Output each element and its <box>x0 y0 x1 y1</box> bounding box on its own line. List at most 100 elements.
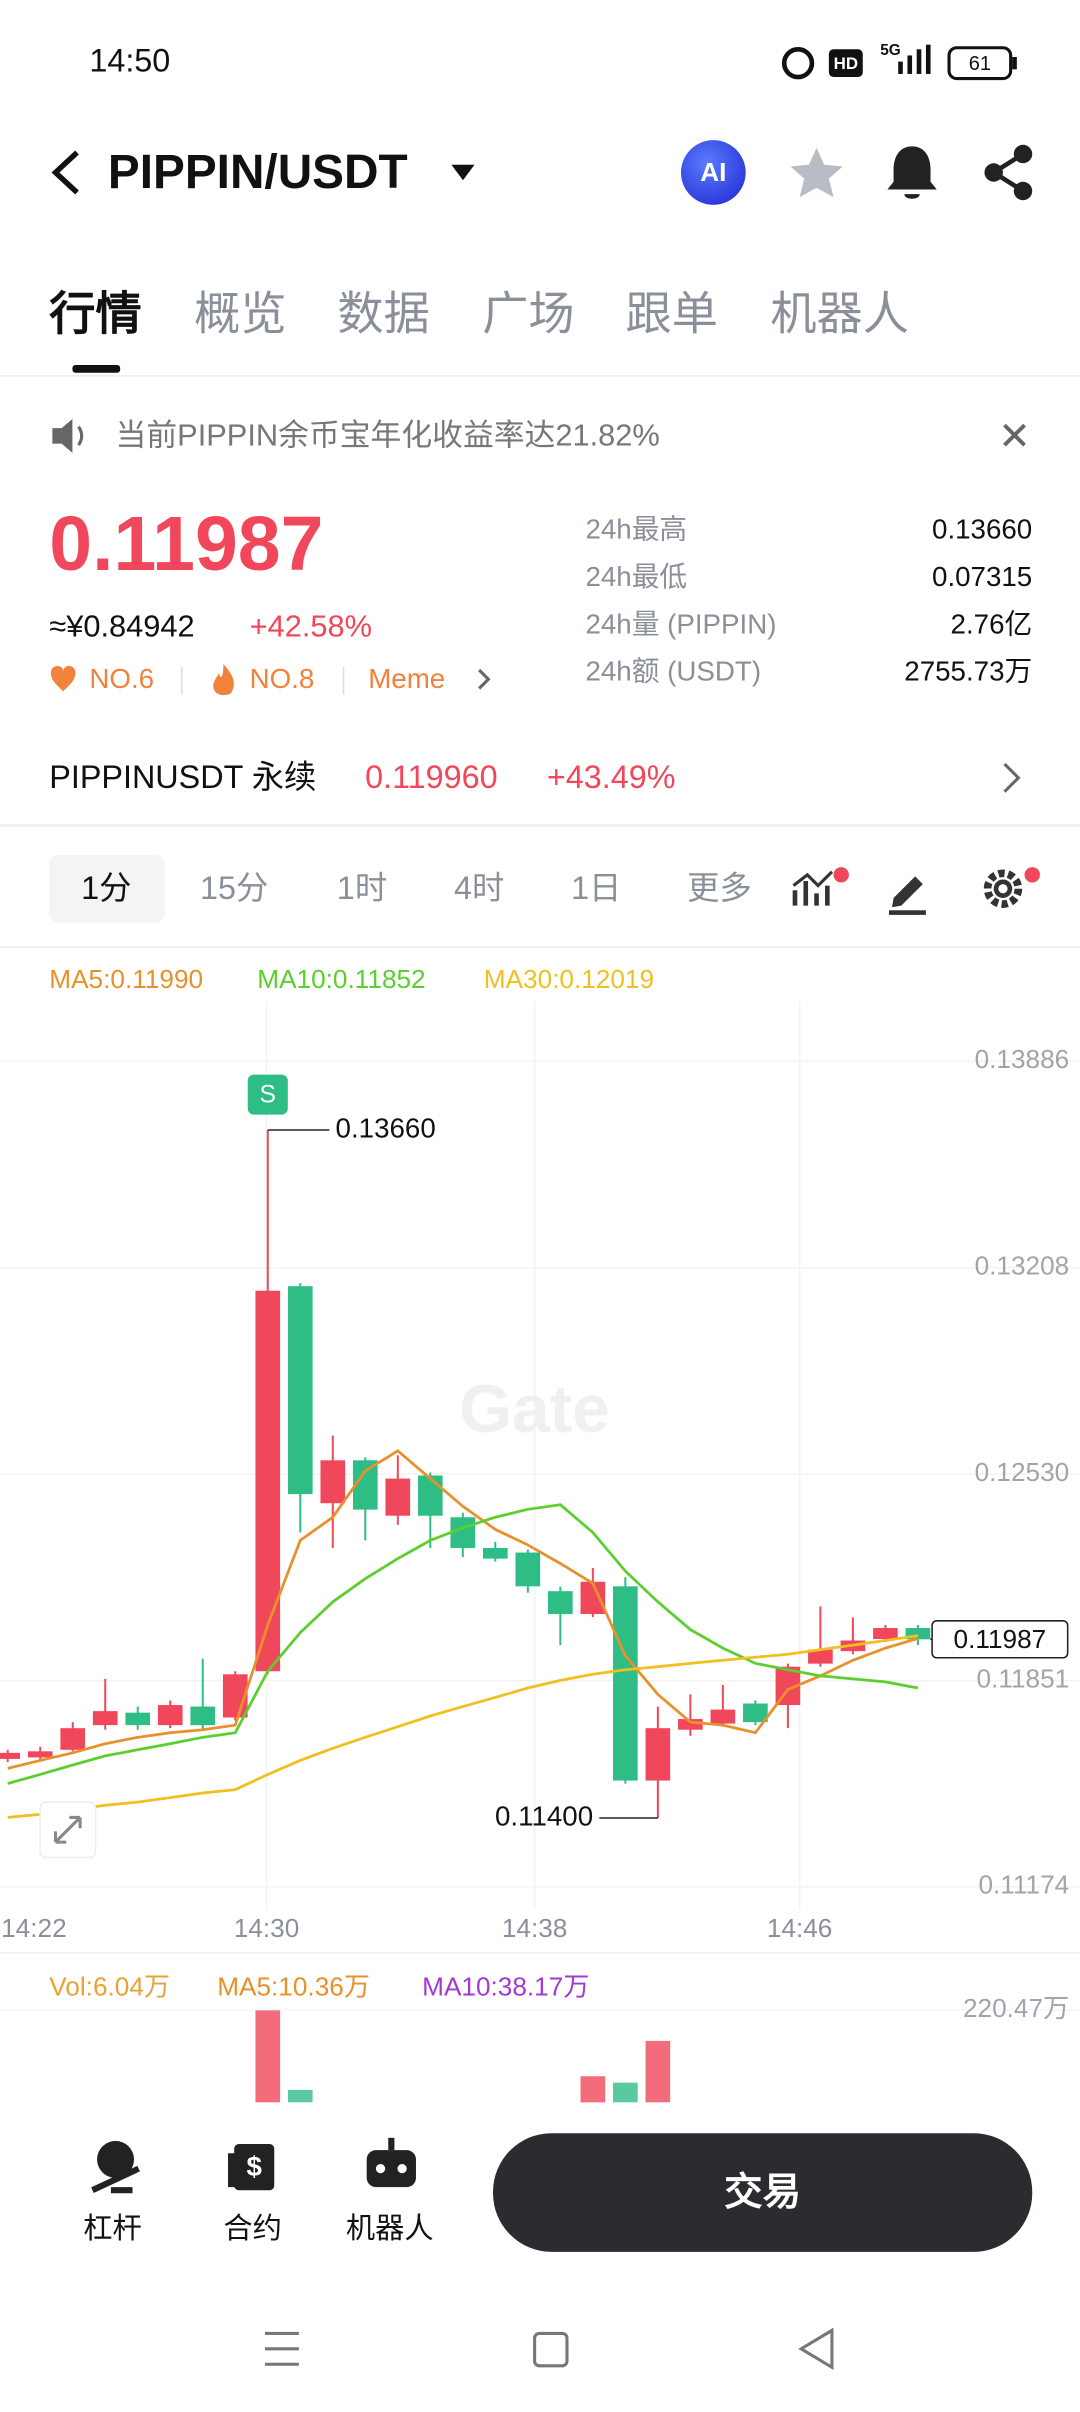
net-icon: 5G <box>880 42 901 59</box>
candle-body <box>580 1581 606 1615</box>
high-label: 0.13660 <box>336 1112 436 1143</box>
last-price: 0.11987 <box>49 501 323 587</box>
back-button[interactable] <box>51 150 79 195</box>
rank-icon <box>50 665 76 692</box>
action-label[interactable]: 合约 <box>223 2212 282 2245</box>
tab[interactable]: 广场 <box>482 287 574 339</box>
chevron <box>478 668 491 690</box>
trade-marker-label: S <box>260 1082 276 1109</box>
stat-value: 0.13660 <box>932 514 1032 545</box>
hot-icon <box>213 663 234 696</box>
candle-body <box>548 1591 573 1615</box>
tab[interactable]: 行情 <box>49 287 141 339</box>
stat-value: 2.76亿 <box>951 608 1033 639</box>
candle-body <box>905 1628 931 1640</box>
stat-value: 2755.73万 <box>904 656 1032 687</box>
volume-bar <box>580 2076 606 2103</box>
leverage-icon[interactable] <box>91 2140 140 2194</box>
volume-legend: MA5:10.36万 <box>217 1971 370 2001</box>
alert[interactable] <box>887 146 937 199</box>
last-price-box <box>931 1620 1069 1659</box>
volume-tick-label: 220.47万 <box>963 1993 1069 2023</box>
tag[interactable]: NO.6 <box>89 663 154 694</box>
stat-value: 0.07315 <box>932 561 1032 592</box>
x-tick-label: 14:38 <box>502 1913 568 1943</box>
last-price-label: 0.11987 <box>954 1624 1047 1654</box>
pair-dropdown[interactable] <box>451 164 475 181</box>
chevron[interactable] <box>1003 762 1021 793</box>
volume-bar <box>613 2082 638 2103</box>
candle-body <box>482 1547 508 1559</box>
interval[interactable]: 15分 <box>200 870 268 906</box>
candle-body <box>645 1728 671 1781</box>
tag[interactable]: NO.8 <box>250 663 315 694</box>
cny-price: ≈¥0.84942 <box>49 609 194 644</box>
y-tick-label: 0.11851 <box>977 1664 1070 1694</box>
settings-icon[interactable] <box>983 867 1040 908</box>
volume-bar <box>645 2040 671 2103</box>
hd-icon: HD <box>834 54 858 73</box>
trade-marker <box>247 1074 288 1115</box>
candle-body <box>417 1475 443 1516</box>
x-tick-label: 14:30 <box>234 1913 300 1943</box>
expand-button[interactable] <box>39 1801 97 1859</box>
favorite[interactable] <box>790 147 843 198</box>
tab[interactable]: 机器人 <box>770 287 909 339</box>
status-icons: HD 5G 61 <box>781 42 1017 81</box>
volume-bar <box>255 2010 281 2103</box>
svg-text:$: $ <box>246 2151 262 2182</box>
stat-label: 24h量 (PIPPIN) <box>585 608 776 639</box>
interval[interactable]: 4时 <box>454 870 504 906</box>
tag[interactable]: Meme <box>368 663 445 694</box>
action-label[interactable]: 杠杆 <box>83 2212 142 2245</box>
indicator-icon[interactable] <box>792 867 849 906</box>
interval[interactable]: 1时 <box>337 870 387 906</box>
candle-body <box>92 1711 118 1726</box>
interval-selected <box>49 854 165 923</box>
battery: 61 <box>969 53 991 75</box>
notice-close[interactable] <box>1003 423 1026 447</box>
tab[interactable]: 数据 <box>337 287 429 339</box>
action-label[interactable]: 机器人 <box>346 2212 434 2245</box>
x-tick-label: 14:22 <box>1 1913 67 1943</box>
candle-body <box>808 1649 833 1664</box>
candle-body <box>450 1517 476 1548</box>
volume-legend: Vol:6.04万 <box>49 1971 170 2001</box>
perp-name[interactable]: PIPPINUSDT 永续 <box>49 759 316 795</box>
y-tick-label: 0.13208 <box>975 1251 1070 1281</box>
low-label: 0.11400 <box>495 1800 593 1831</box>
y-tick-label: 0.13886 <box>975 1044 1070 1074</box>
bot-icon[interactable] <box>366 2137 416 2188</box>
nav-bar <box>264 2327 834 2371</box>
tab[interactable]: 跟单 <box>626 287 718 339</box>
ma-line <box>7 1449 919 1770</box>
candle-body <box>678 1719 703 1730</box>
candle-body <box>125 1712 151 1726</box>
volume-legend: MA10:38.17万 <box>422 1971 589 2001</box>
y-tick-label: 0.11174 <box>978 1870 1069 1900</box>
share[interactable] <box>984 144 1033 201</box>
ma-legend: MA30:0.12019 <box>484 964 654 994</box>
interval[interactable]: 1日 <box>571 870 621 906</box>
trade-label: 交易 <box>724 2171 801 2214</box>
trade-button[interactable] <box>493 2133 1033 2252</box>
pair-title[interactable]: PIPPIN/USDT <box>108 146 408 199</box>
ai-button[interactable] <box>680 140 746 205</box>
candle-body <box>613 1586 638 1781</box>
notice-text[interactable]: 当前PIPPIN余币宝年化收益率达21.82% <box>116 418 660 453</box>
tab[interactable]: 概览 <box>194 287 286 339</box>
interval[interactable]: 1分 <box>81 870 131 906</box>
perp-change: +43.49% <box>547 759 676 795</box>
contract-icon[interactable]: $ <box>228 2144 275 2191</box>
x-tick-label: 14:46 <box>767 1913 833 1943</box>
candle-body <box>320 1460 346 1504</box>
ma-legend: MA5:0.11990 <box>49 964 203 994</box>
candle-body <box>27 1751 53 1758</box>
ma-line <box>7 1634 919 1819</box>
draw-icon[interactable] <box>888 876 926 915</box>
volume-bar <box>287 2089 313 2103</box>
candle-body <box>287 1286 313 1495</box>
interval[interactable]: 更多 <box>687 870 752 906</box>
